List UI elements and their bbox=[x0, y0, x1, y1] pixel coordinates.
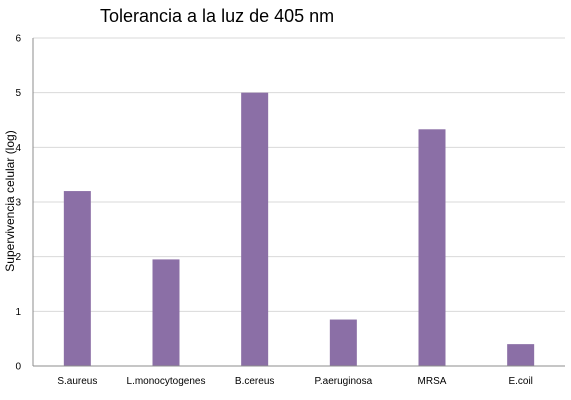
y-tick-label: 6 bbox=[15, 34, 21, 45]
chart-title: Tolerancia a la luz de 405 nm bbox=[100, 6, 334, 26]
x-tick-label: B.cereus bbox=[235, 376, 274, 387]
bar-p-aeruginosa bbox=[329, 319, 357, 366]
bars bbox=[63, 92, 535, 367]
y-tick-label: 2 bbox=[15, 252, 21, 263]
y-tick-label: 0 bbox=[15, 362, 21, 373]
x-tick-labels: S.aureus L.monocytogenes B.cereus P.aerugin… bbox=[57, 376, 533, 387]
y-axis-label: Supervivencia celular (log) bbox=[3, 130, 17, 271]
x-tick-label: L.monocytogenes bbox=[127, 376, 206, 387]
bar-e-coil bbox=[507, 344, 535, 366]
gridlines bbox=[33, 37, 565, 312]
x-tick-label: E.coil bbox=[508, 376, 532, 387]
y-tick-label: 5 bbox=[15, 88, 21, 99]
bar-b-cereus bbox=[241, 92, 269, 367]
bar-s-aureus bbox=[63, 191, 91, 366]
bar-mrsa bbox=[418, 129, 446, 366]
y-tick-labels: 0 1 2 3 4 5 6 bbox=[15, 34, 21, 373]
y-tick-label: 3 bbox=[15, 198, 21, 209]
x-tick-label: S.aureus bbox=[57, 376, 97, 387]
bar-l-monocytogenes bbox=[152, 259, 180, 366]
x-tick-label: P.aeruginosa bbox=[315, 376, 373, 387]
y-tick-label: 1 bbox=[15, 307, 21, 318]
axes bbox=[32, 38, 565, 367]
y-tick-label: 4 bbox=[15, 143, 21, 154]
x-tick-label: MRSA bbox=[418, 376, 447, 387]
